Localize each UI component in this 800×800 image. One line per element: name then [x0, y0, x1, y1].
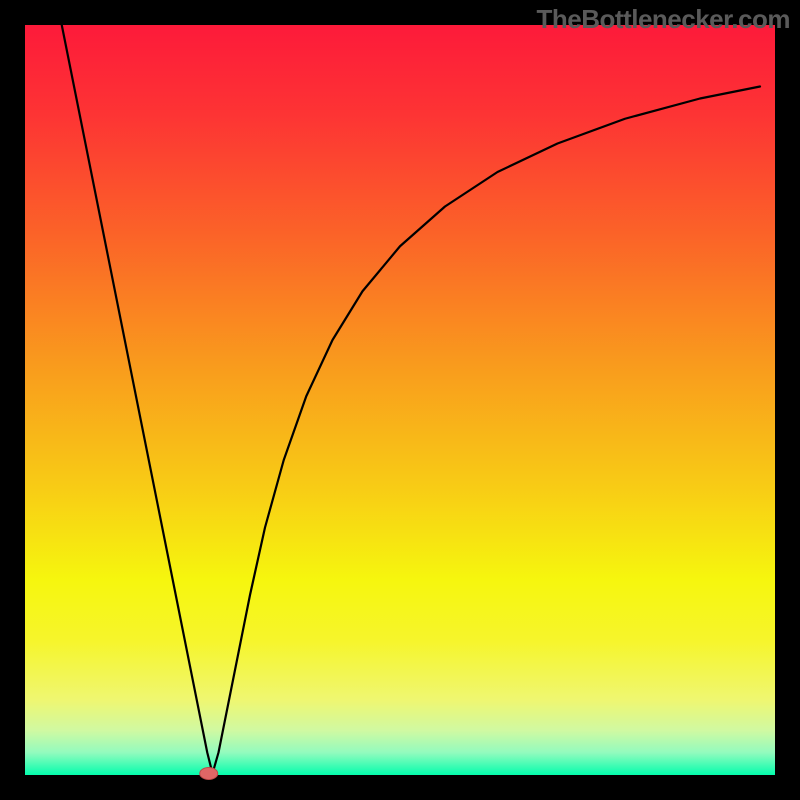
- chart-frame: [0, 0, 800, 800]
- watermark-text: TheBottlenecker.com: [537, 4, 790, 35]
- chart-svg: [0, 0, 800, 800]
- curve-minimum-marker: [200, 768, 218, 780]
